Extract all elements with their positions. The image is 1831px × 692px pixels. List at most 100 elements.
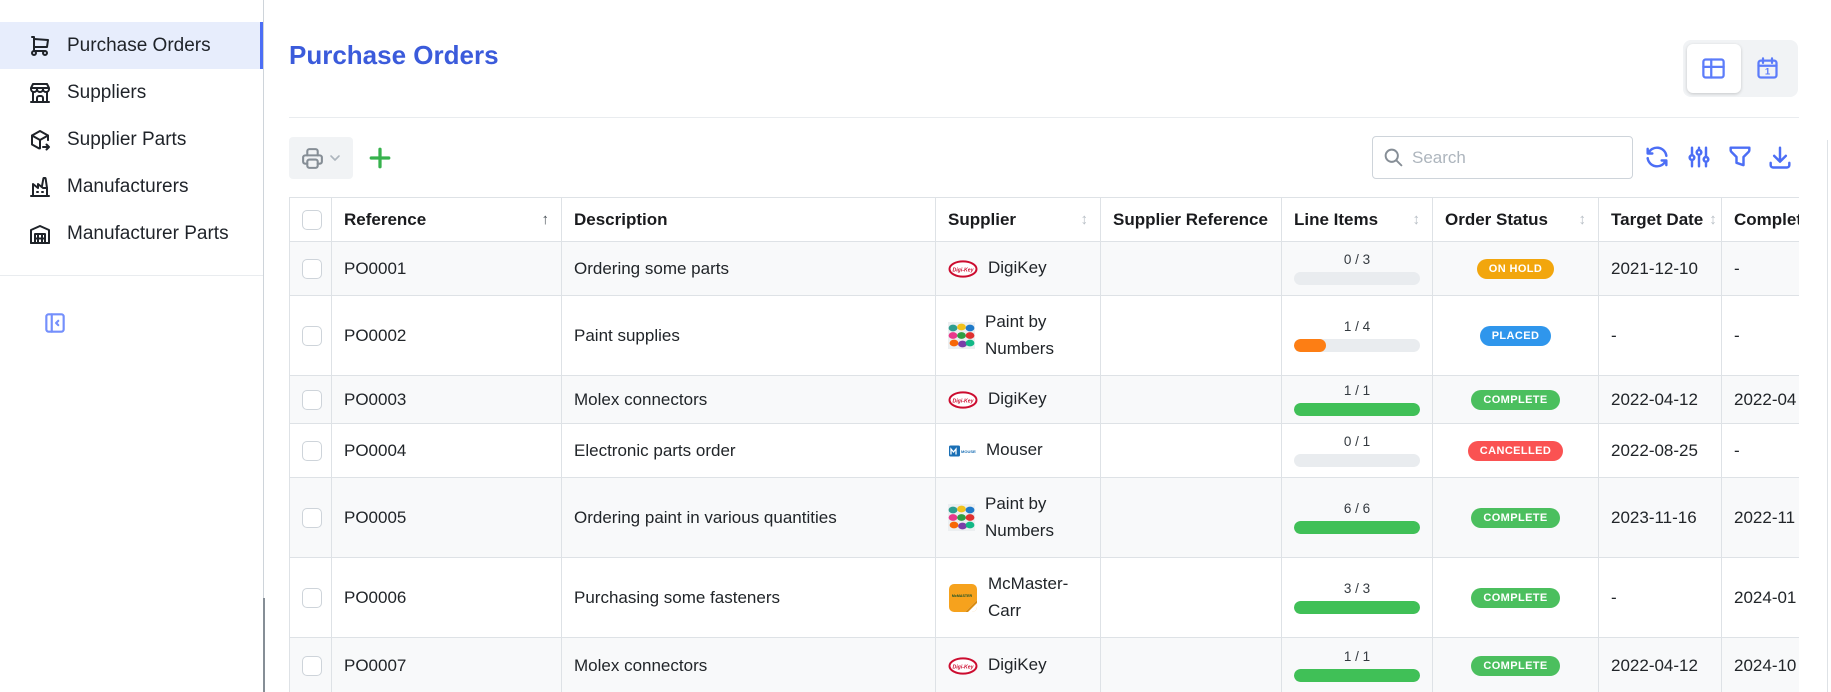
line-items-progress: 0 / 3 bbox=[1294, 252, 1420, 285]
row-checkbox[interactable] bbox=[302, 440, 322, 461]
supplier-reference-cell bbox=[1101, 478, 1282, 557]
print-button[interactable] bbox=[289, 137, 353, 179]
reference-cell-text: PO0003 bbox=[344, 389, 407, 409]
progress-bar-fill bbox=[1294, 521, 1420, 534]
row-checkbox[interactable] bbox=[302, 507, 322, 528]
progress-bar-track bbox=[1294, 669, 1420, 682]
line-items-count: 0 / 3 bbox=[1343, 252, 1371, 267]
reference-cell-text: PO0006 bbox=[344, 587, 407, 607]
column-header-target_date[interactable]: Target Date ↕ bbox=[1599, 198, 1722, 241]
description-cell-text: Paint supplies bbox=[574, 325, 680, 345]
supplier-cell: Digi-Key DigiKey bbox=[936, 376, 1101, 423]
reference-cell-text: PO0001 bbox=[344, 258, 407, 278]
table-view-button[interactable] bbox=[1687, 44, 1741, 93]
table-icon bbox=[1700, 55, 1727, 82]
svg-text:Digi-Key: Digi-Key bbox=[952, 398, 974, 404]
completion-date-cell-text: - bbox=[1734, 325, 1740, 345]
supplier-reference-cell bbox=[1101, 296, 1282, 375]
column-header-reference[interactable]: Reference ↑ bbox=[332, 198, 562, 241]
calendar-view-button[interactable]: 1 bbox=[1741, 44, 1795, 93]
sidebar-nav: Purchase Orders Suppliers Supplier Parts Ma… bbox=[0, 0, 263, 257]
column-header-completion_date[interactable]: Completion Date bbox=[1722, 198, 1799, 241]
row-select-cell bbox=[290, 424, 332, 477]
row-checkbox[interactable] bbox=[302, 655, 322, 676]
reference-cell-text: PO0007 bbox=[344, 655, 407, 675]
line-items-progress: 3 / 3 bbox=[1294, 581, 1420, 614]
description-cell: Purchasing some fasteners bbox=[562, 558, 936, 637]
description-cell-text: Ordering some parts bbox=[574, 258, 729, 278]
completion-date-cell-text: - bbox=[1734, 440, 1740, 460]
order-status-cell: COMPLETE bbox=[1433, 638, 1599, 692]
line-items-count: 1 / 1 bbox=[1343, 383, 1371, 398]
table-row[interactable]: PO0007 Molex connectors Digi-Key DigiKey 1 /… bbox=[289, 638, 1799, 692]
target-date-cell: 2022-04-12 bbox=[1599, 376, 1722, 423]
add-order-button[interactable] bbox=[365, 142, 397, 174]
calendar-icon: 1 bbox=[1754, 55, 1781, 82]
content-right-border bbox=[1827, 140, 1828, 692]
status-badge: COMPLETE bbox=[1471, 655, 1560, 676]
target-date-cell-text: 2022-04-12 bbox=[1611, 655, 1698, 675]
target-date-cell-text: 2023-11-16 bbox=[1611, 507, 1697, 527]
progress-bar-track bbox=[1294, 521, 1420, 534]
table-row[interactable]: PO0006 Purchasing some fasteners McMASTER M… bbox=[289, 558, 1799, 638]
target-date-cell-text: - bbox=[1611, 587, 1617, 607]
column-header-order_status[interactable]: Order Status ↕ bbox=[1433, 198, 1599, 241]
filter-button[interactable] bbox=[1726, 142, 1756, 172]
row-checkbox[interactable] bbox=[302, 258, 322, 279]
row-checkbox[interactable] bbox=[302, 587, 322, 608]
collapse-sidebar-button[interactable] bbox=[42, 310, 68, 336]
line-items-cell: 1 / 1 bbox=[1282, 638, 1433, 692]
refresh-button[interactable] bbox=[1643, 142, 1673, 172]
digikey-logo: Digi-Key bbox=[948, 259, 978, 278]
completion-date-cell: 2024-01 bbox=[1722, 558, 1799, 637]
supplier-cell: Paint by Numbers bbox=[936, 478, 1101, 557]
column-header-line_items[interactable]: Line Items ↕ bbox=[1282, 198, 1433, 241]
view-toggle: 1 bbox=[1683, 40, 1798, 97]
table-row[interactable]: PO0001 Ordering some parts Digi-Key DigiKey… bbox=[289, 242, 1799, 296]
order-status-cell: CANCELLED bbox=[1433, 424, 1599, 477]
supplier: Digi-Key DigiKey bbox=[948, 386, 1047, 412]
download-button[interactable] bbox=[1766, 142, 1796, 172]
order-status-cell: ON HOLD bbox=[1433, 242, 1599, 295]
supplier: Digi-Key DigiKey bbox=[948, 652, 1047, 678]
table-row[interactable]: PO0005 Ordering paint in various quantiti… bbox=[289, 478, 1799, 558]
column-header-supplier[interactable]: Supplier ↕ bbox=[936, 198, 1101, 241]
description-cell-text: Purchasing some fasteners bbox=[574, 587, 780, 607]
select-all-checkbox[interactable] bbox=[302, 209, 322, 230]
row-checkbox[interactable] bbox=[302, 325, 322, 346]
search-input[interactable] bbox=[1412, 147, 1632, 168]
table-row[interactable]: PO0004 Electronic parts order MOUSER Mouser… bbox=[289, 424, 1799, 478]
table-row[interactable]: PO0003 Molex connectors Digi-Key DigiKey 1 /… bbox=[289, 376, 1799, 424]
row-checkbox[interactable] bbox=[302, 389, 322, 410]
supplier-reference-cell bbox=[1101, 638, 1282, 692]
target-date-cell: 2023-11-16 bbox=[1599, 478, 1722, 557]
column-header-supplier_reference[interactable]: Supplier Reference bbox=[1101, 198, 1282, 241]
sidebar-item-manufacturers[interactable]: Manufacturers bbox=[0, 163, 263, 210]
supplier-name: Paint by Numbers bbox=[985, 312, 1054, 358]
completion-date-cell-text: 2024-10 bbox=[1734, 655, 1797, 675]
supplier-cell: MOUSER Mouser bbox=[936, 424, 1101, 477]
line-items-progress: 0 / 1 bbox=[1294, 434, 1420, 467]
description-cell: Paint supplies bbox=[562, 296, 936, 375]
svg-text:Digi-Key: Digi-Key bbox=[952, 664, 974, 670]
sidebar-item-suppliers[interactable]: Suppliers bbox=[0, 69, 263, 116]
table-row[interactable]: PO0002 Paint supplies Paint by Numbers 1 / … bbox=[289, 296, 1799, 376]
progress-bar-fill bbox=[1294, 403, 1420, 416]
printer-icon bbox=[300, 146, 325, 171]
sidebar-item-manufacturer-parts[interactable]: Manufacturer Parts bbox=[0, 210, 263, 257]
line-items-cell: 6 / 6 bbox=[1282, 478, 1433, 557]
sidebar-item-supplier-parts[interactable]: Supplier Parts bbox=[0, 116, 263, 163]
sidebar-item-purchase-orders[interactable]: Purchase Orders bbox=[0, 22, 263, 69]
reference-cell: PO0003 bbox=[332, 376, 562, 423]
plus-icon bbox=[365, 143, 397, 173]
line-items-progress: 6 / 6 bbox=[1294, 501, 1420, 534]
order-status-cell: PLACED bbox=[1433, 296, 1599, 375]
completion-date-cell: - bbox=[1722, 296, 1799, 375]
table-settings-button[interactable] bbox=[1685, 142, 1715, 172]
column-header-description[interactable]: Description bbox=[562, 198, 936, 241]
digikey-logo: Digi-Key bbox=[948, 390, 978, 409]
page-title: Purchase Orders bbox=[289, 40, 499, 70]
column-label: Completion Date bbox=[1734, 209, 1799, 229]
mouser-logo: MOUSER bbox=[948, 442, 976, 459]
